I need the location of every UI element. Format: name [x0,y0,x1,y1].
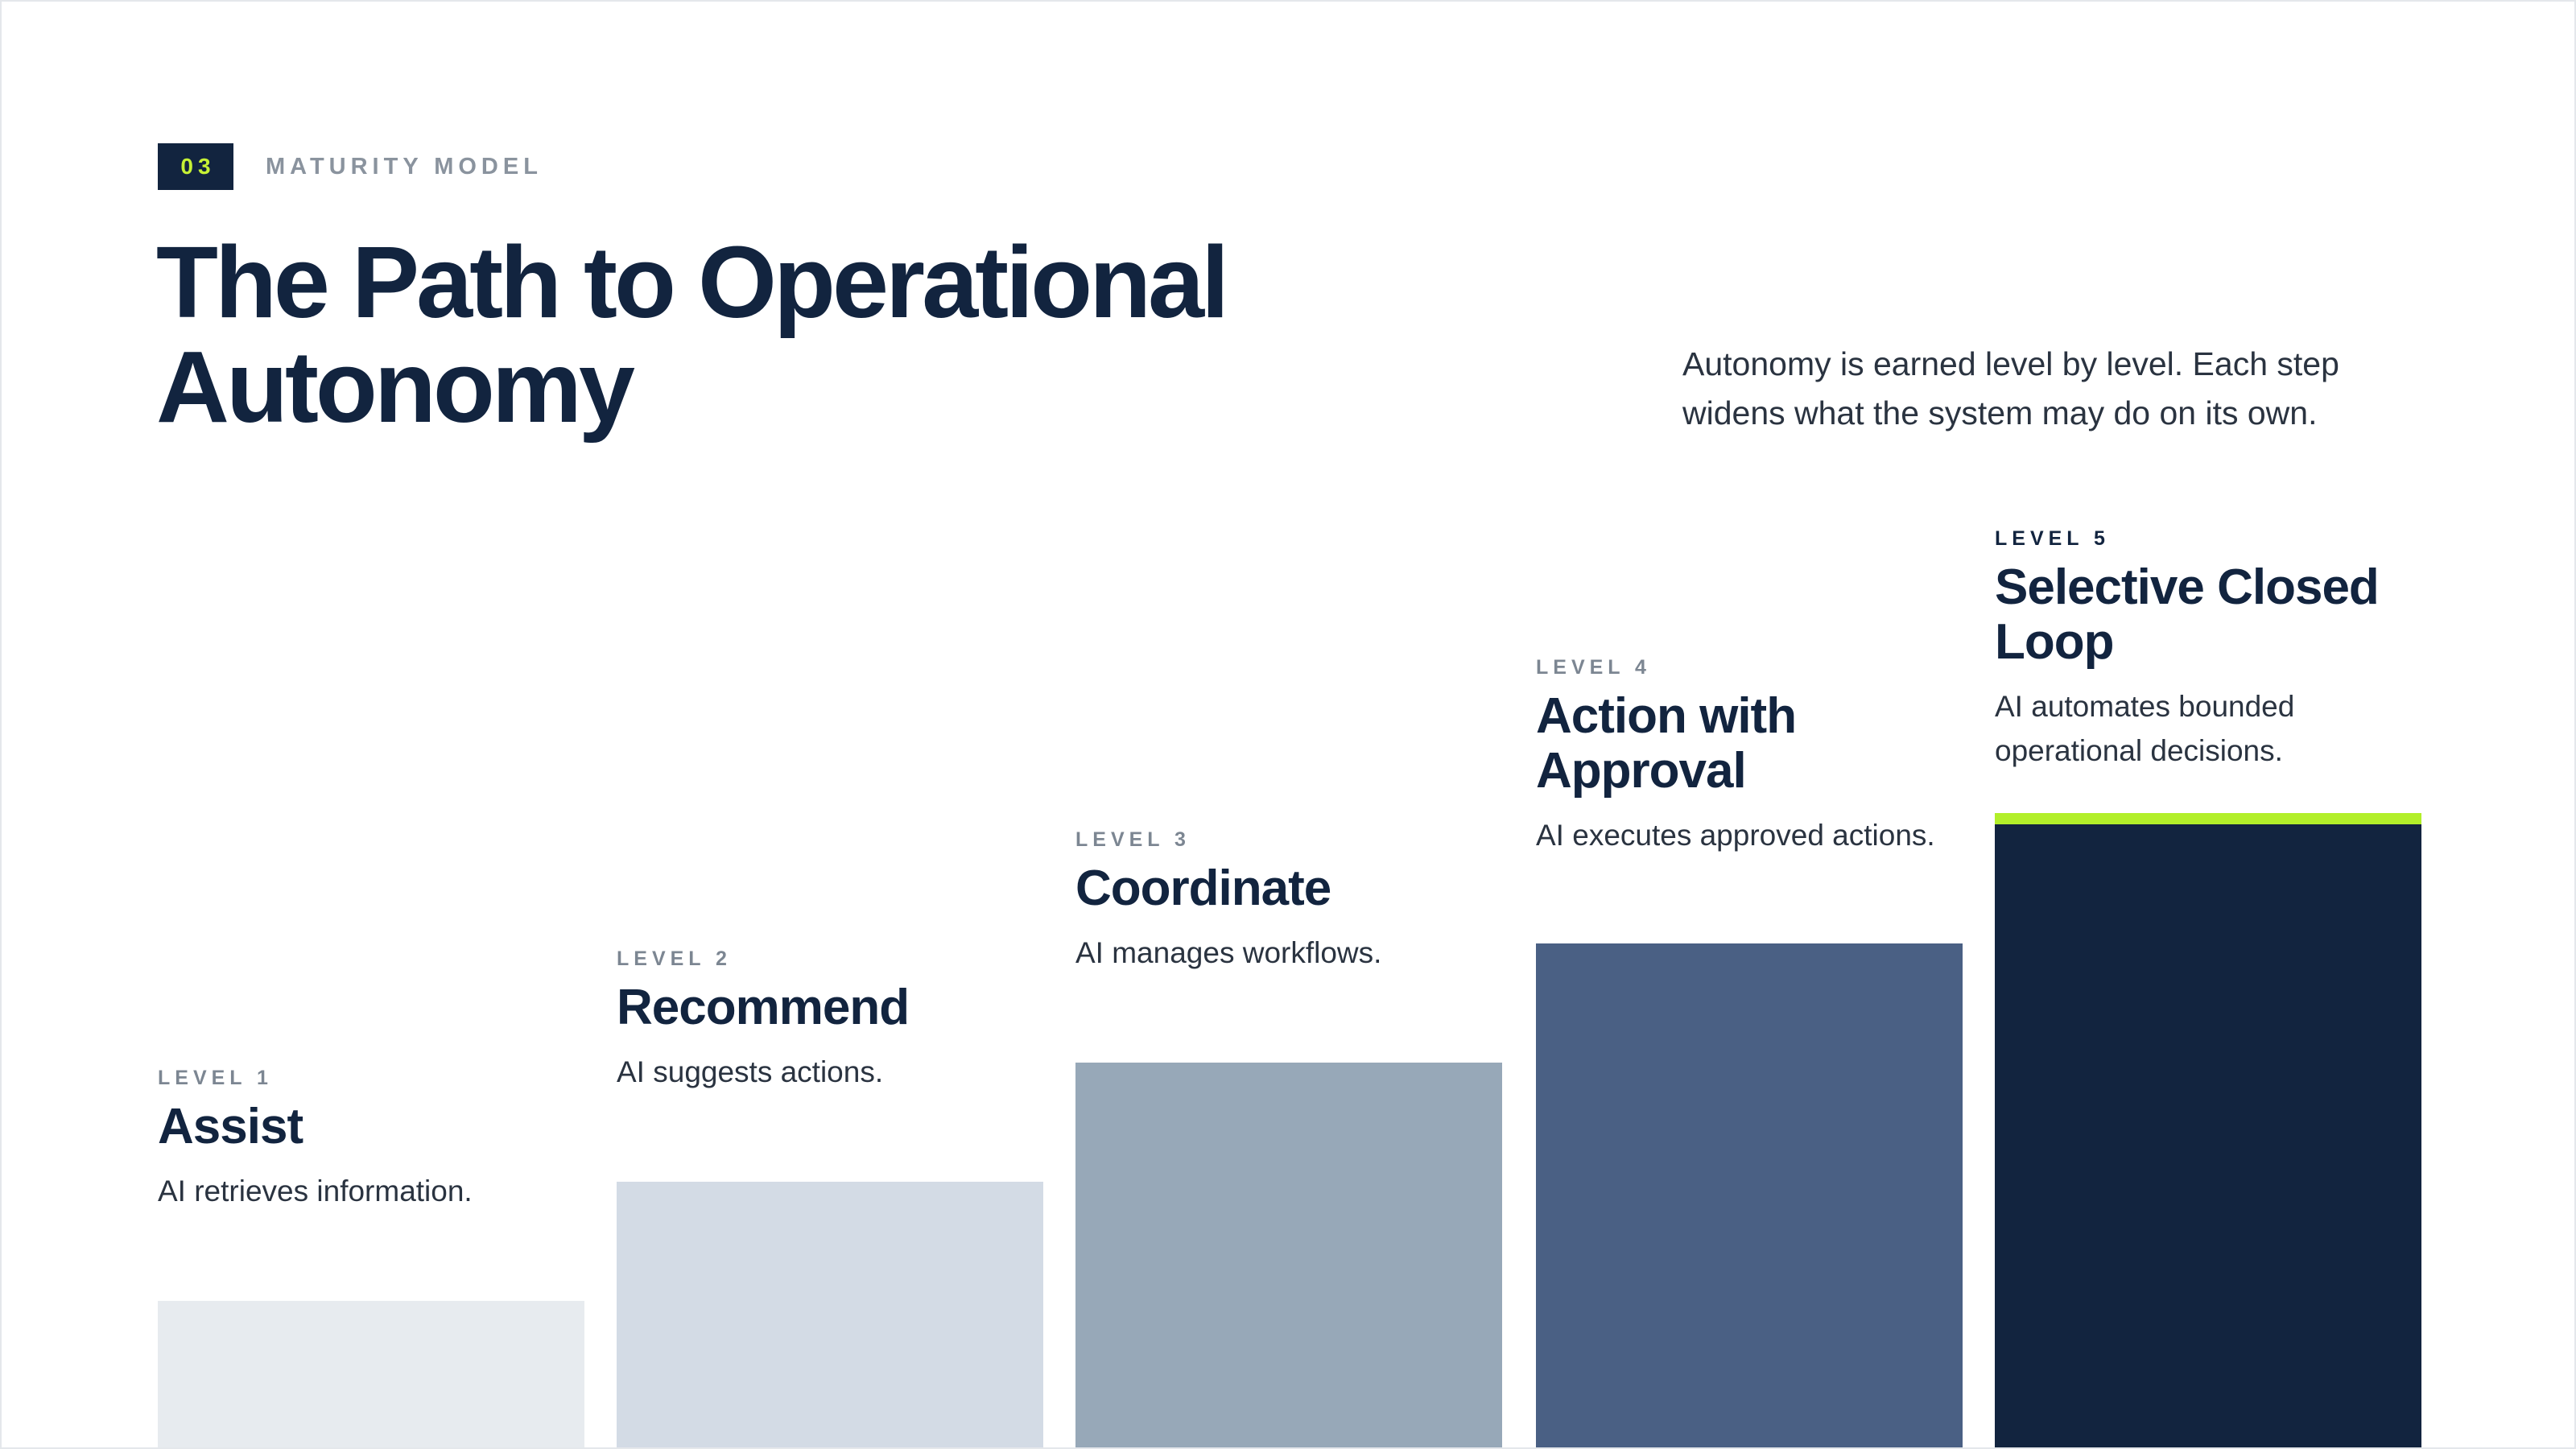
level-description-line: AI manages workflows. [1075,936,1382,969]
level-2-text: LEVEL 2 Recommend AI suggests actions. [617,947,1043,1094]
level-label: LEVEL 3 [1075,828,1191,851]
level-title-line: Action with [1536,688,1797,744]
level-title-line: Loop [1995,614,2114,670]
level-description: AI executes approved actions. [1536,813,1963,857]
level-3-text: LEVEL 3 Coordinate AI manages workflows. [1075,828,1502,975]
level-5-bar [1995,824,2421,1447]
level-5-accent-line [1995,813,2421,824]
level-title: Action with Approval [1536,689,1963,799]
level-title-line: Approval [1536,743,1747,799]
level-description: AI automates bounded operational decisio… [1995,684,2421,773]
subtitle-line-2: widens what the system may do on its own… [1682,394,2318,431]
level-4-bar [1536,943,1963,1447]
subtitle-line-1: Autonomy is earned level by level. Each … [1682,345,2339,382]
level-description-line: operational decisions. [1995,734,2283,767]
level-description-line: AI automates bounded [1995,690,2295,723]
page-title: The Path to Operational Autonomy [156,230,1364,440]
level-title-line: Assist [158,1099,303,1154]
level-description-line: AI executes approved actions. [1536,819,1935,852]
level-title: Coordinate [1075,861,1502,916]
level-label: LEVEL 2 [617,947,732,970]
subtitle: Autonomy is earned level by level. Each … [1682,340,2407,438]
level-4-text: LEVEL 4 Action with Approval AI executes… [1536,655,1963,857]
level-5-text: LEVEL 5 Selective Closed Loop AI automat… [1995,526,2421,773]
level-description: AI retrieves information. [158,1169,584,1213]
section-number-badge: 03 [158,143,233,190]
level-description: AI manages workflows. [1075,931,1502,975]
level-3-bar [1075,1063,1502,1447]
level-2-bar [617,1182,1043,1447]
level-label: LEVEL 5 [1995,527,2110,550]
level-1-bar [158,1301,584,1447]
page-title-line-2: Autonomy [156,330,635,444]
level-title-line: Recommend [617,980,910,1035]
section-tag: 03 MATURITY MODEL [158,143,543,190]
level-title-line: Selective Closed [1995,559,2380,615]
level-description-line: AI retrieves information. [158,1174,473,1208]
level-description: AI suggests actions. [617,1050,1043,1094]
level-description-line: AI suggests actions. [617,1055,884,1088]
level-title: Selective Closed Loop [1995,560,2421,670]
level-1-text: LEVEL 1 Assist AI retrieves information. [158,1066,584,1213]
level-label: LEVEL 1 [158,1067,273,1089]
level-label: LEVEL 4 [1536,656,1651,679]
level-title: Recommend [617,980,1043,1035]
page-title-line-1: The Path to Operational [156,225,1229,339]
level-title: Assist [158,1100,584,1154]
level-title-line: Coordinate [1075,861,1331,916]
section-label: MATURITY MODEL [266,153,543,180]
